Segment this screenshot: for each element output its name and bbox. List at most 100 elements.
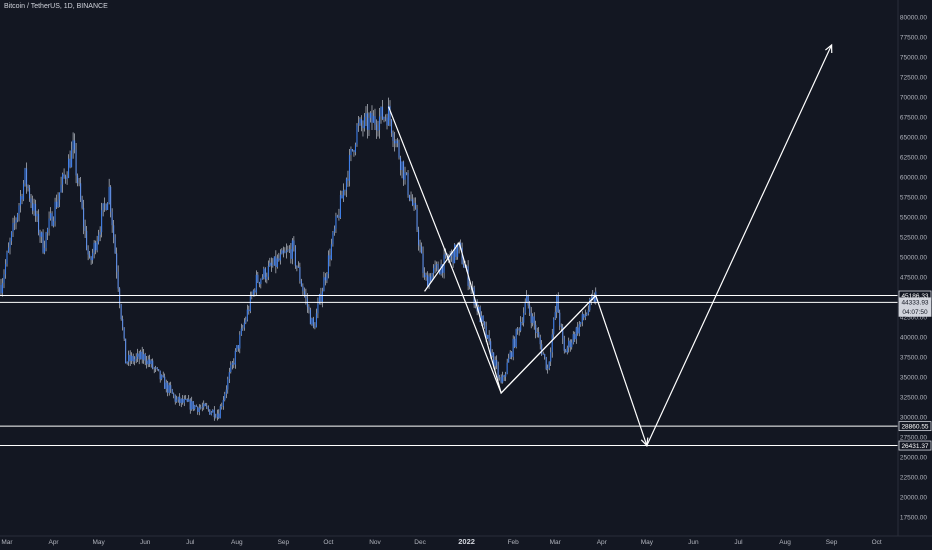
time-axis[interactable]: Mar Apr May Jun Jul Aug Sep Oct Nov Dec 2022 Feb Mar… <box>1 537 882 546</box>
candle-body <box>434 265 436 269</box>
candle-body <box>506 362 508 374</box>
candle-body <box>368 117 370 130</box>
candle-body <box>134 359 136 362</box>
candle-body <box>270 262 272 266</box>
candle-body <box>248 309 250 312</box>
candle-body <box>353 150 355 153</box>
candle-body <box>194 405 196 410</box>
candle-body <box>390 120 393 134</box>
candle-body <box>122 319 124 328</box>
candle-body <box>170 385 172 390</box>
candle-body <box>90 257 92 261</box>
candle-body <box>526 294 528 303</box>
price-tick-label: 75000.00 <box>900 54 927 61</box>
candle-body <box>323 277 325 292</box>
candle-body <box>590 297 592 300</box>
candle-body <box>458 242 460 248</box>
candle-body <box>28 188 31 199</box>
candle-body <box>213 409 215 418</box>
candle-body <box>396 140 399 144</box>
candle-body <box>4 264 7 275</box>
price-tick-label: 62500.00 <box>900 154 927 161</box>
candle-body <box>119 288 121 305</box>
candle-body <box>491 352 493 357</box>
candle-body <box>77 175 79 183</box>
candle-body <box>553 318 555 335</box>
candle-body <box>592 295 594 298</box>
candle-body <box>83 207 85 227</box>
candle-body <box>264 268 266 280</box>
candle-body <box>338 215 340 218</box>
price-axis[interactable]: 17500.00 20000.00 22500.00 25000.00 27500.00… <box>900 14 927 521</box>
drawing-overlay[interactable] <box>387 43 833 448</box>
candle-body <box>147 359 149 365</box>
candle-body <box>398 143 400 158</box>
candle-body <box>33 203 35 211</box>
candle-body <box>408 195 411 200</box>
candle-body <box>375 124 378 131</box>
candle-body <box>19 196 22 206</box>
price-tick-label: 20000.00 <box>900 494 927 501</box>
candle-body <box>107 202 109 210</box>
candle-body <box>350 149 352 156</box>
bar-countdown-label: 04:07:50 <box>902 309 928 316</box>
time-tick-label: May <box>92 539 105 546</box>
candle-body <box>297 267 299 268</box>
candle-body <box>228 372 230 380</box>
candle-body <box>168 385 170 393</box>
candle-body <box>255 274 257 293</box>
candle-body <box>437 264 439 271</box>
candle-body <box>267 266 269 277</box>
candle-body <box>195 405 197 407</box>
candle-body <box>245 319 247 323</box>
time-tick-label: Jun <box>688 539 699 546</box>
candle-body <box>329 255 331 260</box>
candle-body <box>132 355 134 362</box>
candle-body <box>577 327 579 334</box>
candle-body <box>414 203 417 209</box>
candle-body <box>6 252 8 265</box>
candle-body <box>114 237 116 254</box>
price-tick-label: 77500.00 <box>900 34 927 41</box>
time-tick-label: Mar <box>1 539 13 546</box>
candle-body <box>192 401 194 410</box>
candle-body <box>407 173 409 196</box>
candle-body <box>72 140 74 150</box>
time-tick-label: Oct <box>323 539 333 546</box>
candle-body <box>303 291 305 295</box>
candle-body <box>569 340 571 348</box>
candle-body <box>80 183 82 200</box>
candle-body <box>419 244 421 247</box>
candle-body <box>210 412 212 415</box>
candle-body <box>165 382 167 389</box>
candle-body <box>75 149 77 176</box>
candle-body <box>439 270 441 275</box>
candle-body <box>59 192 61 200</box>
candle-body <box>105 204 107 210</box>
candle-body <box>515 329 517 347</box>
candle-body <box>290 249 292 259</box>
candle-body <box>574 334 576 340</box>
time-tick-label: Jul <box>186 539 195 546</box>
candle-body <box>469 285 471 288</box>
candle-body <box>550 352 552 362</box>
horizontal-levels[interactable] <box>0 295 898 447</box>
candle-body <box>494 359 496 367</box>
candle-body <box>384 117 387 119</box>
candle-body <box>299 267 301 281</box>
candle-body <box>463 263 465 268</box>
candle-body <box>95 242 97 251</box>
candle-body <box>216 413 218 418</box>
price-tick-label: 60000.00 <box>900 174 927 181</box>
candle-body <box>27 185 29 189</box>
candle-body <box>502 375 504 383</box>
candle-body <box>233 362 235 365</box>
candle-body <box>37 213 40 233</box>
candle-body <box>9 241 11 248</box>
price-tick-label: 80000.00 <box>900 14 927 21</box>
candle-body <box>399 157 402 171</box>
candle-body <box>393 140 396 144</box>
triangle-drawing[interactable] <box>424 241 597 395</box>
candle-body <box>191 401 193 410</box>
